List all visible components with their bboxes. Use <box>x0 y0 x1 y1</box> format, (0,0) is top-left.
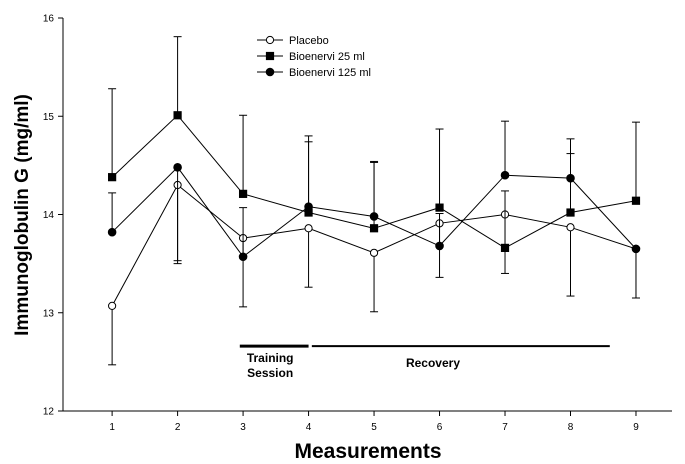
data-point-open-circle <box>566 223 575 232</box>
data-point-circle <box>500 170 510 180</box>
y-tick-label: 14 <box>43 210 55 221</box>
x-axis-label: Measurements <box>294 440 441 463</box>
series-layer <box>107 36 641 366</box>
data-point-square <box>435 203 444 212</box>
data-point-circle <box>238 252 248 262</box>
data-point-square <box>500 243 510 253</box>
data-point-square <box>265 51 275 61</box>
x-tick-label: 9 <box>633 422 639 433</box>
data-point-open-circle <box>108 301 117 310</box>
x-tick-label: 8 <box>568 422 574 433</box>
annotation-label: Training <box>247 351 294 365</box>
y-tick-label: 12 <box>43 407 55 418</box>
data-point-square <box>566 208 575 217</box>
data-point-open-circle <box>265 35 275 45</box>
y-tick-label: 16 <box>43 14 55 25</box>
data-point-circle <box>265 67 275 77</box>
legend-item: Placebo <box>257 35 329 47</box>
y-tick-label: 13 <box>43 308 55 319</box>
legend: Placebo Bioenervi 25 ml Bioenervi 125 ml <box>257 35 371 79</box>
x-tick-label: 6 <box>437 422 443 433</box>
data-point-circle <box>435 241 444 251</box>
data-point-square <box>238 189 248 198</box>
data-point-square <box>369 224 379 233</box>
x-tick-label: 2 <box>175 422 181 433</box>
data-point-square <box>108 173 117 182</box>
annotation-label: Recovery <box>406 356 460 370</box>
x-tick-label: 3 <box>240 422 246 433</box>
data-point-square <box>173 111 182 120</box>
data-point-circle <box>369 212 379 221</box>
x-tick-label: 7 <box>502 422 508 433</box>
x-tick-label: 4 <box>306 422 312 433</box>
legend-item: Bioenervi 125 ml <box>257 67 371 79</box>
data-point-circle <box>107 227 117 237</box>
data-point-circle <box>566 173 575 183</box>
data-point-open-circle <box>369 248 379 257</box>
data-point-open-circle <box>304 224 313 233</box>
x-tick-label: 5 <box>371 422 377 433</box>
data-point-circle <box>173 163 182 172</box>
legend-item: Bioenervi 25 ml <box>257 51 365 63</box>
y-tick-label: 15 <box>43 112 55 123</box>
x-tick-label: 1 <box>109 422 115 433</box>
data-point-circle <box>304 202 313 211</box>
series-3 <box>107 120 641 299</box>
data-point-circle <box>631 244 641 254</box>
annotation-label: Session <box>247 366 293 380</box>
legend-label: Placebo <box>289 35 329 47</box>
data-point-square <box>631 196 641 205</box>
legend-label: Bioenervi 25 ml <box>289 51 365 63</box>
legend-label: Bioenervi 125 ml <box>289 67 371 79</box>
y-axis-label: Immunoglobulin G (mg/ml) <box>12 94 33 336</box>
